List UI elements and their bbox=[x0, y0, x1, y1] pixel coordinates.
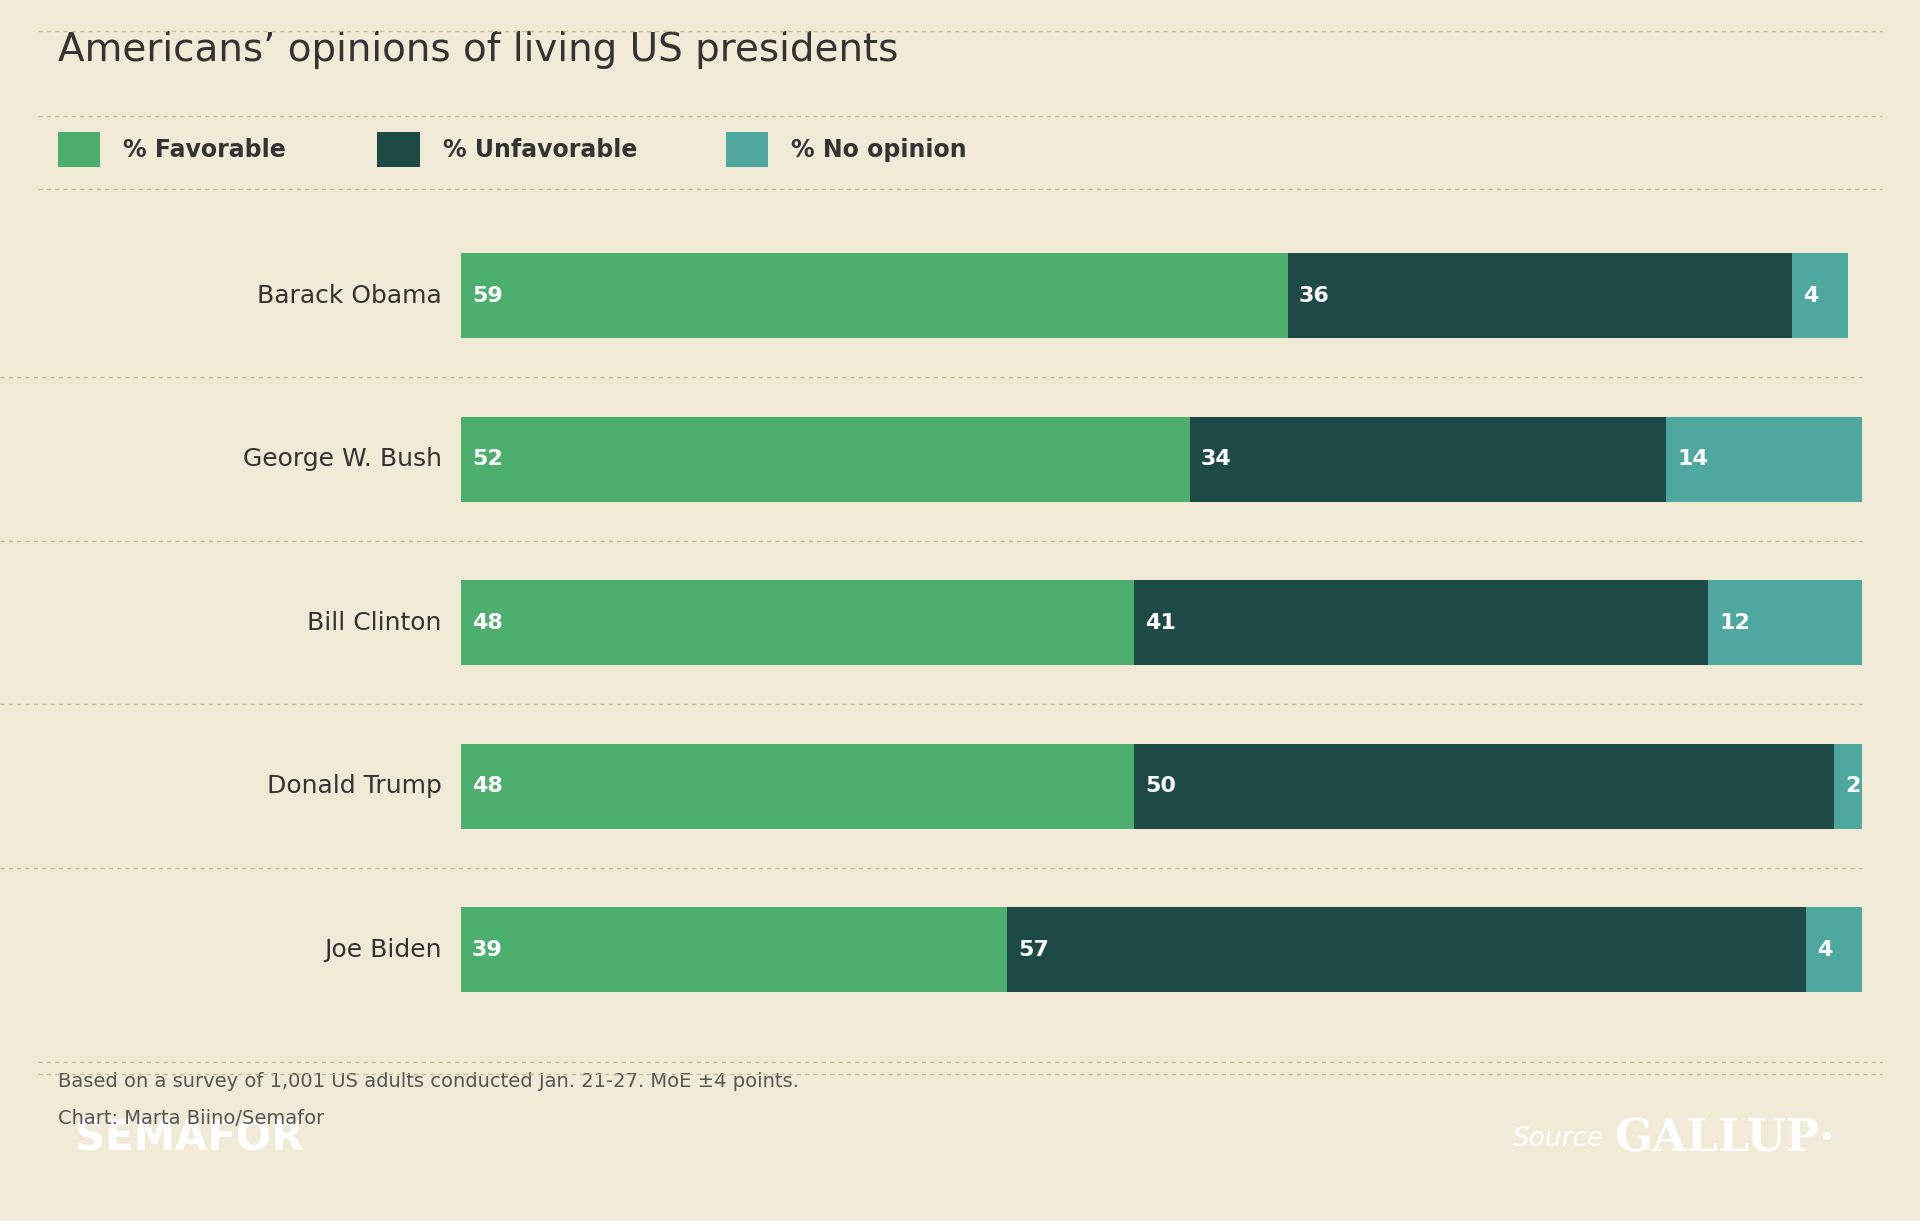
Bar bbox=[1008, 907, 1807, 993]
Text: 59: 59 bbox=[472, 286, 503, 305]
Bar bbox=[1709, 580, 1876, 665]
Bar bbox=[1190, 416, 1667, 502]
Bar bbox=[1133, 580, 1709, 665]
Text: 48: 48 bbox=[472, 777, 503, 796]
Text: 36: 36 bbox=[1300, 286, 1331, 305]
Bar bbox=[461, 907, 1008, 993]
Text: Donald Trump: Donald Trump bbox=[267, 774, 442, 799]
Text: Chart: Marta Biino/Semafor: Chart: Marta Biino/Semafor bbox=[58, 1109, 324, 1128]
Text: 2: 2 bbox=[1845, 777, 1860, 796]
Bar bbox=[1667, 416, 1862, 502]
Bar bbox=[461, 416, 1190, 502]
Text: % Favorable: % Favorable bbox=[123, 138, 286, 161]
Text: George W. Bush: George W. Bush bbox=[242, 447, 442, 471]
Text: 50: 50 bbox=[1144, 777, 1175, 796]
Text: 4: 4 bbox=[1818, 940, 1834, 960]
Text: 57: 57 bbox=[1020, 940, 1050, 960]
Text: Americans’ opinions of living US presidents: Americans’ opinions of living US preside… bbox=[58, 31, 899, 68]
Bar bbox=[1834, 744, 1862, 829]
Bar bbox=[461, 253, 1288, 338]
Text: Source: Source bbox=[1513, 1126, 1605, 1151]
Text: Based on a survey of 1,001 US adults conducted Jan. 21-27. MoE ±4 points.: Based on a survey of 1,001 US adults con… bbox=[58, 1072, 799, 1092]
Text: Joe Biden: Joe Biden bbox=[324, 938, 442, 962]
Text: 39: 39 bbox=[472, 940, 503, 960]
Text: GALLUP·: GALLUP· bbox=[1615, 1117, 1836, 1160]
Text: Bill Clinton: Bill Clinton bbox=[307, 610, 442, 635]
Text: Barack Obama: Barack Obama bbox=[257, 283, 442, 308]
Bar bbox=[461, 744, 1133, 829]
Bar bbox=[1133, 744, 1834, 829]
Bar bbox=[1793, 253, 1849, 338]
Text: 41: 41 bbox=[1144, 613, 1175, 632]
Text: 14: 14 bbox=[1678, 449, 1709, 469]
Text: % Unfavorable: % Unfavorable bbox=[442, 138, 637, 161]
Text: SEMAFOR: SEMAFOR bbox=[75, 1117, 303, 1160]
Text: 48: 48 bbox=[472, 613, 503, 632]
Bar bbox=[1288, 253, 1793, 338]
Bar bbox=[1807, 907, 1862, 993]
Text: 34: 34 bbox=[1200, 449, 1231, 469]
Text: 12: 12 bbox=[1720, 613, 1751, 632]
Text: 4: 4 bbox=[1803, 286, 1818, 305]
Bar bbox=[461, 580, 1133, 665]
Text: 52: 52 bbox=[472, 449, 503, 469]
Text: % No opinion: % No opinion bbox=[791, 138, 966, 161]
